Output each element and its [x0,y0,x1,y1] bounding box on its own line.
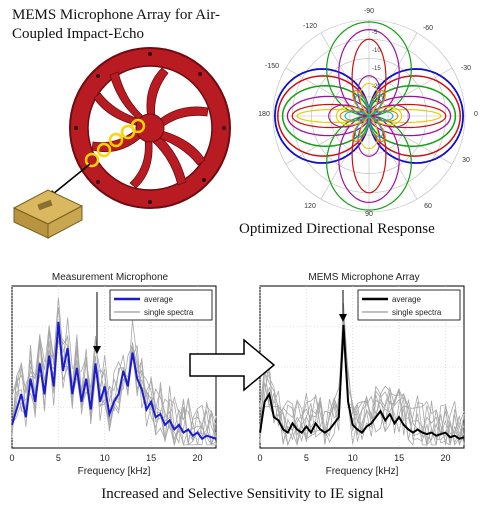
chart-title: Measurement Microphone [52,272,169,283]
mems-array-chart: MEMS Microphone Array average single spe… [257,272,465,477]
peak-arrow [93,346,101,354]
x-tick: 15 [394,453,404,463]
ring-label: -5 [372,30,378,36]
single-spectrum [259,330,465,447]
angle-label: 120 [304,203,316,210]
x-tick-labels: 0 5 10 15 20 [9,453,202,463]
legend-single: single spectra [144,308,194,317]
ring-label: -10 [372,48,381,54]
x-tick: 5 [56,453,61,463]
angle-label: -120 [303,23,317,30]
legend-average: average [392,295,421,304]
x-tick: 10 [100,453,110,463]
angle-label: 60 [424,203,432,210]
angle-label: -60 [423,25,433,32]
response-curve [281,85,457,147]
polar-angle-labels: -90 -60 -30 0 30 60 90 120 180 -150 -120 [258,8,478,218]
single-spectrum [11,321,216,446]
mems-chip-package [12,189,84,239]
polar-caption: Optimized Directional Response [239,221,435,237]
pointer-arrow [47,163,91,199]
x-tick: 15 [146,453,156,463]
x-axis-label: Frequency [kHz] [326,466,399,477]
x-tick: 20 [440,453,450,463]
single-spectrum [259,331,465,446]
angle-label: 90 [365,211,373,218]
x-tick: 5 [304,453,309,463]
figure-heading: MEMS Microphone Array for Air- Coupled I… [12,6,262,44]
ring-label: -25 [372,98,381,104]
polar-ring-labels: -5 -10 -15 -20 -25 [372,30,381,104]
heading-line-1: MEMS Microphone Array for Air- [12,7,221,23]
polar-directional-plot: -90 -60 -30 0 30 60 90 120 180 -150 -120… [258,8,478,218]
x-tick-labels: 0 5 10 15 20 [257,453,450,463]
mems-array-board-illustration [12,47,231,239]
x-tick: 20 [192,453,202,463]
chart-title: MEMS Microphone Array [308,272,419,283]
response-curve [286,95,452,137]
board-holes [74,52,226,204]
polar-response-curves [273,21,465,211]
peak-arrow [339,314,347,322]
ring-label: -20 [372,84,381,90]
average-line [11,321,217,441]
angle-label: 180 [258,111,270,118]
x-axis-label: Frequency [kHz] [78,466,151,477]
response-curve [273,68,465,164]
legend: average single spectra [109,289,213,321]
legend: average single spectra [357,289,461,321]
x-tick: 0 [257,453,262,463]
x-tick: 0 [9,453,14,463]
angle-label: -150 [265,63,279,70]
heading-line-2: Coupled Impact-Echo [12,26,145,42]
measurement-microphone-chart: Measurement Microphone average single sp… [9,272,217,477]
average-line [259,324,465,440]
response-curve [277,75,461,157]
single-spectrum [11,297,217,445]
highlighted-microphones [84,118,146,168]
response-curve [328,75,410,157]
ring-label: -15 [372,66,381,72]
improvement-arrow [189,338,276,392]
angle-label: 0 [474,111,478,118]
response-curve [344,94,394,138]
angle-label: 30 [462,157,470,164]
x-tick: 10 [348,453,358,463]
legend-average: average [144,295,173,304]
single-spectra-lines [259,303,465,447]
single-spectrum [11,336,217,447]
bottom-caption: Increased and Selective Sensitivity to I… [101,486,384,502]
angle-label: -30 [461,65,471,72]
single-spectrum [259,303,465,447]
response-curve [339,90,399,142]
legend-single: single spectra [392,308,442,317]
response-curve [335,82,403,150]
angle-label: -90 [364,8,374,15]
hub [135,113,165,143]
